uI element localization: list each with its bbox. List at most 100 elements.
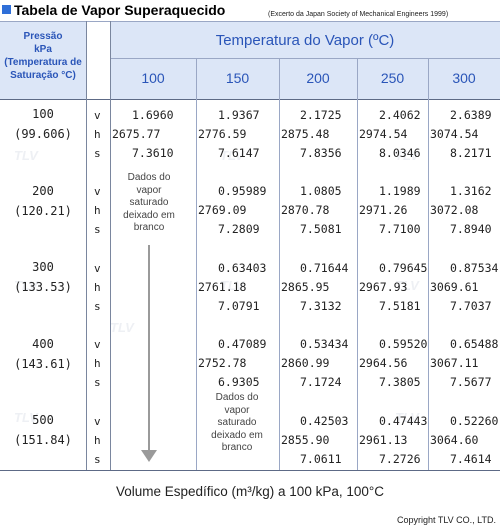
cell-s: 8.0346 [379, 146, 421, 160]
watermark: TLV [395, 278, 419, 293]
pressure-value: 100 [32, 107, 54, 121]
cell-v: 2.6389 [450, 108, 492, 122]
cell-v: 0.95989 [218, 184, 267, 198]
cell-v: 1.9367 [218, 108, 260, 122]
watermark: TLV [220, 148, 244, 163]
symbol-s: s [94, 147, 101, 160]
cell-v: 0.87534 [450, 261, 499, 275]
cell-v: 2.4062 [379, 108, 421, 122]
copyright: Copyright TLV CO., LTD. [396, 515, 496, 525]
cell-h: 2855.90 [281, 433, 330, 447]
cell-h: 3064.60 [430, 433, 479, 447]
watermark: TLV [395, 148, 419, 163]
symbol-v: v [94, 185, 101, 198]
cell-v: 0.47089 [218, 337, 267, 351]
cell-s: 7.8940 [450, 222, 492, 236]
cell-h: 2967.93 [359, 280, 408, 294]
blank-note-line: Dados do [215, 392, 259, 403]
cell-h: 2961.13 [359, 433, 408, 447]
cell-v: 0.79645 [379, 261, 428, 275]
cell-v: 0.52260 [450, 414, 499, 428]
table-title-text: Tabela de Vapor Superaquecido [14, 2, 226, 18]
cell-s: 7.1724 [300, 375, 342, 389]
blank-note-line: deixado em [211, 429, 263, 441]
grid-line [0, 99, 500, 100]
pressure-header-bg [0, 21, 86, 99]
cell-v: 1.6960 [132, 108, 174, 122]
cell-h: 2761.18 [198, 280, 247, 294]
symbol-v: v [94, 415, 101, 428]
cell-h: 2776.59 [198, 127, 247, 141]
temperature-col-header: 150 [225, 70, 250, 86]
cell-s: 7.2809 [218, 222, 260, 236]
cell-v: 0.53434 [300, 337, 349, 351]
cell-s: 7.5081 [300, 222, 342, 236]
cell-s: 7.0791 [218, 299, 260, 313]
grid-line [110, 21, 111, 470]
cell-h: 3074.54 [430, 127, 479, 141]
symbol-h: h [94, 434, 101, 447]
symbol-s: s [94, 223, 101, 236]
temperature-col-header: 300 [452, 70, 476, 86]
pressure-value: 400 [32, 337, 54, 351]
cell-h: 3067.11 [430, 356, 479, 370]
temperature-header-bg [110, 21, 500, 99]
cell-h: 2870.78 [281, 203, 330, 217]
grid-line [110, 58, 500, 59]
down-arrow-icon [141, 450, 157, 462]
symbol-s: s [94, 453, 101, 466]
pressure-value: 300 [32, 260, 54, 274]
blank-note-line: vapor [136, 184, 162, 196]
cell-s: 7.5677 [450, 375, 492, 389]
cell-v: 1.3162 [450, 184, 492, 198]
cell-h: 2971.26 [359, 203, 408, 217]
symbol-s: s [94, 300, 101, 313]
symbol-h: h [94, 128, 101, 141]
cell-h: 3072.08 [430, 203, 479, 217]
cell-s: 7.6147 [218, 146, 260, 160]
cell-s: 7.3610 [132, 146, 174, 160]
square-bullet-icon [2, 5, 11, 14]
saturation-temp: (120.21) [14, 204, 72, 218]
cell-h: 3069.61 [430, 280, 479, 294]
pressure-value: 200 [32, 184, 54, 198]
cell-s: 7.7100 [379, 222, 421, 236]
grid-line [357, 58, 358, 470]
cell-v: 0.63403 [218, 261, 267, 275]
cell-v: 1.0805 [300, 184, 342, 198]
cell-h: 2860.99 [281, 356, 330, 370]
pressure-header-line: Pressão [23, 31, 63, 42]
cell-h: 2964.56 [359, 356, 408, 370]
arrow-shaft [148, 245, 150, 450]
blank-note-line: Dados do [127, 172, 171, 183]
saturation-temp: (99.606) [14, 127, 72, 141]
grid-line [279, 58, 280, 470]
temperature-col-header: 200 [306, 70, 330, 86]
cell-s: 6.9305 [218, 375, 260, 389]
watermark: TLV [14, 278, 38, 293]
cell-s: 7.8356 [300, 146, 342, 160]
watermark: TLV [110, 320, 134, 335]
blank-note-line: vapor [224, 404, 250, 416]
pressure-header-line: Saturação °C) [10, 70, 76, 81]
cell-h: 2974.54 [359, 127, 408, 141]
watermark: TLV [14, 410, 38, 425]
symbol-h: h [94, 357, 101, 370]
cell-s: 7.2726 [379, 452, 421, 466]
cell-v: 0.47443 [379, 414, 428, 428]
cell-s: 7.3132 [300, 299, 342, 313]
table-title: Tabela de Vapor Superaquecido [2, 2, 225, 18]
cell-h: 2752.78 [198, 356, 247, 370]
symbol-v: v [94, 338, 101, 351]
source-note: (Excerto da Japan Society of Mechanical … [268, 11, 449, 18]
temperature-col-header: 250 [380, 70, 405, 86]
symbol-h: h [94, 204, 101, 217]
symbol-v: v [94, 109, 101, 122]
cell-v: 2.1725 [300, 108, 342, 122]
cell-h: 2769.09 [198, 203, 247, 217]
cell-s: 7.4614 [450, 452, 492, 466]
watermark: TLV [14, 148, 38, 163]
symbol-v: v [94, 262, 101, 275]
cell-h: 2675.77 [112, 127, 161, 141]
cell-h: 2865.95 [281, 280, 330, 294]
